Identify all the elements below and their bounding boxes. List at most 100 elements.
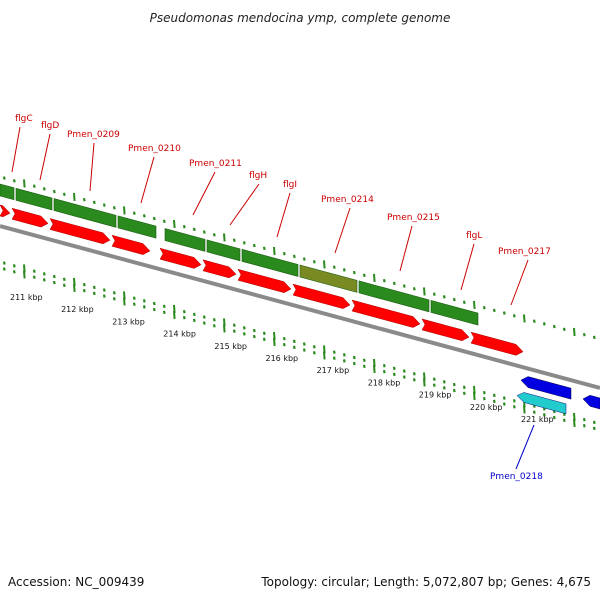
gene-arrow — [0, 204, 11, 218]
scale-tick — [112, 206, 116, 210]
scale-tick — [562, 418, 566, 422]
scale-tick — [382, 369, 386, 374]
scale-tick — [142, 305, 146, 309]
callout-line — [89, 142, 95, 192]
scale-tick — [273, 337, 276, 347]
scale-tick — [132, 302, 136, 306]
gene-label: Pmen_0211 — [189, 159, 242, 169]
scale-tick — [192, 318, 196, 323]
scale-tick — [342, 268, 346, 272]
scale-tick — [362, 273, 366, 277]
backbone — [0, 224, 600, 390]
scale-tick — [282, 336, 286, 341]
scale-tick — [362, 358, 366, 362]
scale-tick — [52, 189, 56, 194]
scale-tick — [62, 192, 66, 196]
scale-tick — [323, 260, 326, 269]
scale-tick — [332, 350, 336, 354]
cds-bar — [53, 198, 117, 228]
scale-tick — [492, 399, 496, 404]
cds-bar — [206, 239, 241, 262]
scale-tick — [582, 332, 586, 337]
kbp-label: 221 kbp — [521, 415, 554, 424]
scale-tick — [273, 246, 276, 256]
scale-tick — [252, 243, 256, 248]
scale-tick — [412, 378, 416, 382]
scale-tick — [52, 274, 56, 279]
scale-tick — [182, 315, 186, 320]
scale-tick — [392, 366, 396, 371]
kbp-label: 217 kbp — [317, 366, 350, 375]
scale-tick — [342, 353, 346, 357]
scale-tick — [23, 270, 26, 279]
kbp-label: 215 kbp — [214, 342, 247, 351]
scale-tick — [323, 351, 326, 360]
scale-tick — [382, 363, 386, 368]
callout-line — [515, 424, 535, 470]
scale-tick — [42, 187, 46, 191]
scale-tick — [173, 219, 176, 229]
scale-tick — [292, 345, 296, 350]
scale-tick — [452, 388, 456, 393]
gene-arrow — [351, 299, 421, 328]
scale-tick — [152, 301, 156, 306]
scale-tick — [192, 227, 196, 232]
gene-arrow — [111, 234, 151, 255]
map-title: Pseudomonas mendocina ymp, complete geno… — [150, 11, 451, 25]
scale-tick — [373, 273, 376, 283]
scale-tick — [502, 311, 506, 315]
scale-tick — [332, 265, 336, 269]
genome-summary-text: Topology: circular; Length: 5,072,807 bp… — [260, 575, 591, 589]
scale-tick — [32, 275, 36, 279]
scale-tick — [162, 304, 166, 308]
scale-tick — [32, 184, 36, 188]
cds-bars — [0, 183, 479, 326]
callout-line — [510, 259, 529, 306]
scale-tick — [532, 410, 536, 414]
cds-bar — [0, 183, 15, 201]
scale-tick — [502, 396, 506, 400]
scale-tick — [62, 277, 66, 281]
gene-label: Pmen_0218 — [490, 472, 543, 482]
scale-tick — [592, 335, 596, 340]
scale-tick — [82, 288, 86, 293]
scale-tick — [462, 300, 466, 304]
scale-tick — [132, 211, 136, 215]
scale-tick — [2, 176, 6, 180]
gene-label: Pmen_0215 — [387, 213, 440, 223]
kbp-label: 214 kbp — [163, 330, 196, 339]
gene-label: flgH — [249, 171, 267, 181]
callout-line — [399, 225, 413, 272]
scale-tick — [523, 405, 526, 414]
scale-tick — [352, 355, 356, 360]
gene-label: Pmen_0209 — [67, 130, 120, 140]
gene-arrow — [11, 207, 49, 228]
forward-cds-bar — [516, 392, 567, 415]
scale-tick — [552, 415, 556, 420]
scale-tick — [462, 391, 466, 395]
gene-label: flgL — [466, 231, 482, 241]
kbp-labels: 211 kbp 212 kbp 213 kbp 214 kbp 215 kbp 216 k… — [10, 293, 554, 424]
callout-line — [140, 156, 155, 204]
scale-tick — [223, 233, 226, 242]
scale-tick — [92, 200, 96, 205]
scale-tick — [402, 284, 406, 288]
scale-tick — [582, 423, 586, 428]
scale-tick — [242, 241, 246, 245]
scale-tick — [382, 278, 386, 283]
scale-tick — [92, 291, 96, 296]
scale-tick — [412, 287, 416, 291]
scale-tick — [482, 396, 486, 401]
scale-tick — [102, 294, 106, 298]
scale-tick — [162, 310, 166, 314]
scale-tick — [432, 383, 436, 387]
scale-tick — [573, 418, 576, 428]
scale-tick — [512, 405, 516, 409]
gene-label: Pmen_0217 — [498, 247, 551, 257]
accession-text: Accession: NC_009439 — [8, 575, 144, 589]
scale-tick — [352, 361, 356, 366]
scale-tick — [73, 283, 76, 293]
scale-tick — [312, 260, 316, 264]
gene-arrow — [421, 318, 470, 342]
